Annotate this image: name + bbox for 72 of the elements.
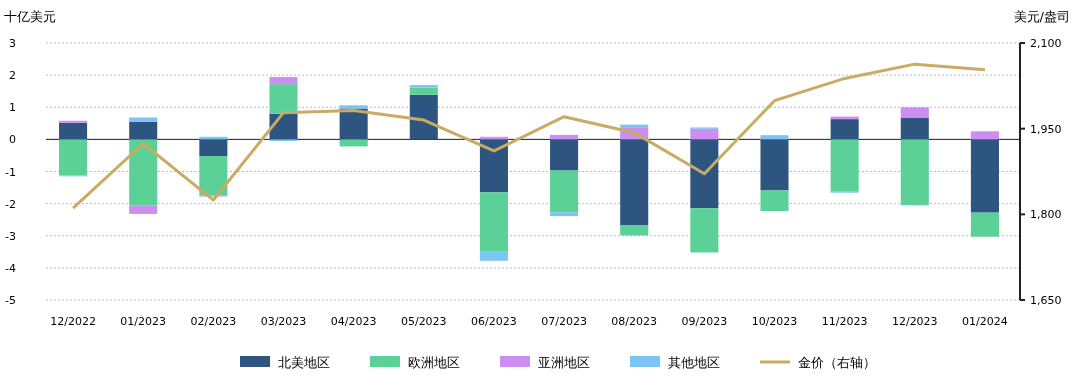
bar bbox=[970, 131, 999, 140]
x-tick-label: 06/2023 bbox=[471, 315, 517, 328]
bar bbox=[690, 128, 719, 140]
bar bbox=[59, 122, 88, 140]
y-tick-label: -3 bbox=[5, 229, 16, 243]
y-tick-label: -5 bbox=[5, 294, 16, 307]
y2-tick-label: 1,950 bbox=[1030, 122, 1062, 136]
bar bbox=[760, 139, 789, 191]
y-tick-label: -4 bbox=[5, 261, 16, 275]
bar bbox=[830, 139, 859, 192]
y2-tick-label: 1,800 bbox=[1030, 208, 1062, 222]
bar bbox=[760, 190, 789, 212]
x-tick-label: 10/2023 bbox=[751, 315, 798, 328]
bar bbox=[269, 113, 298, 140]
bar bbox=[550, 139, 579, 171]
legend-label: 欧洲地区 bbox=[408, 355, 460, 370]
bar bbox=[479, 139, 508, 193]
bar bbox=[269, 84, 298, 114]
x-tick-label: 08/2023 bbox=[611, 315, 658, 328]
y-tick-label: 0 bbox=[9, 133, 16, 147]
bar bbox=[479, 192, 508, 252]
bar bbox=[409, 94, 438, 140]
x-tick-label: 01/2024 bbox=[962, 315, 1008, 328]
y2-axis-title: 美元/盎司 bbox=[1013, 9, 1070, 24]
x-tick-label: 03/2023 bbox=[260, 315, 307, 328]
bar bbox=[830, 119, 859, 140]
y2-tick-label: 1,650 bbox=[1030, 294, 1062, 307]
y-axis-title: 十亿美元 bbox=[4, 9, 56, 24]
x-tick-label: 11/2023 bbox=[821, 315, 868, 328]
bar bbox=[620, 225, 649, 236]
legend-label: 金价（右轴） bbox=[798, 355, 876, 370]
bar bbox=[269, 77, 298, 85]
bar bbox=[129, 139, 158, 206]
bar bbox=[900, 117, 929, 140]
bar bbox=[550, 212, 579, 217]
legend-label: 北美地区 bbox=[278, 355, 330, 370]
bar bbox=[970, 139, 999, 213]
bar bbox=[620, 139, 649, 226]
y2-tick-label: 2,100 bbox=[1030, 37, 1062, 50]
legend-label: 其他地区 bbox=[668, 355, 720, 370]
bar bbox=[970, 212, 999, 237]
bar bbox=[409, 87, 438, 95]
bar bbox=[409, 85, 438, 88]
bar bbox=[59, 139, 88, 176]
bar bbox=[550, 170, 579, 213]
bar bbox=[479, 251, 508, 261]
x-tick-label: 12/2023 bbox=[891, 315, 938, 328]
y-tick-label: 2 bbox=[9, 69, 16, 83]
bar bbox=[690, 208, 719, 253]
x-tick-label: 07/2023 bbox=[541, 315, 587, 328]
x-tick-label: 12/2022 bbox=[50, 315, 96, 328]
bar bbox=[129, 205, 158, 214]
y-tick-label: -2 bbox=[5, 197, 16, 211]
bar bbox=[760, 135, 789, 140]
bar bbox=[129, 117, 158, 122]
legend-label: 亚洲地区 bbox=[538, 355, 590, 370]
y-tick-label: 1 bbox=[9, 101, 16, 115]
bar bbox=[129, 121, 158, 140]
x-tick-label: 05/2023 bbox=[400, 315, 447, 328]
x-tick-label: 01/2023 bbox=[120, 315, 167, 328]
x-tick-label: 04/2023 bbox=[330, 315, 377, 328]
bar bbox=[199, 156, 228, 196]
x-tick-label: 02/2023 bbox=[190, 315, 237, 328]
y-tick-label: 3 bbox=[9, 37, 16, 50]
x-tick-label: 09/2023 bbox=[681, 315, 728, 328]
bar bbox=[690, 139, 719, 209]
bar bbox=[339, 139, 368, 147]
bar bbox=[900, 107, 929, 118]
y-tick-label: -1 bbox=[5, 165, 16, 179]
bar bbox=[199, 139, 228, 157]
bar bbox=[339, 105, 368, 109]
bar bbox=[900, 139, 929, 206]
